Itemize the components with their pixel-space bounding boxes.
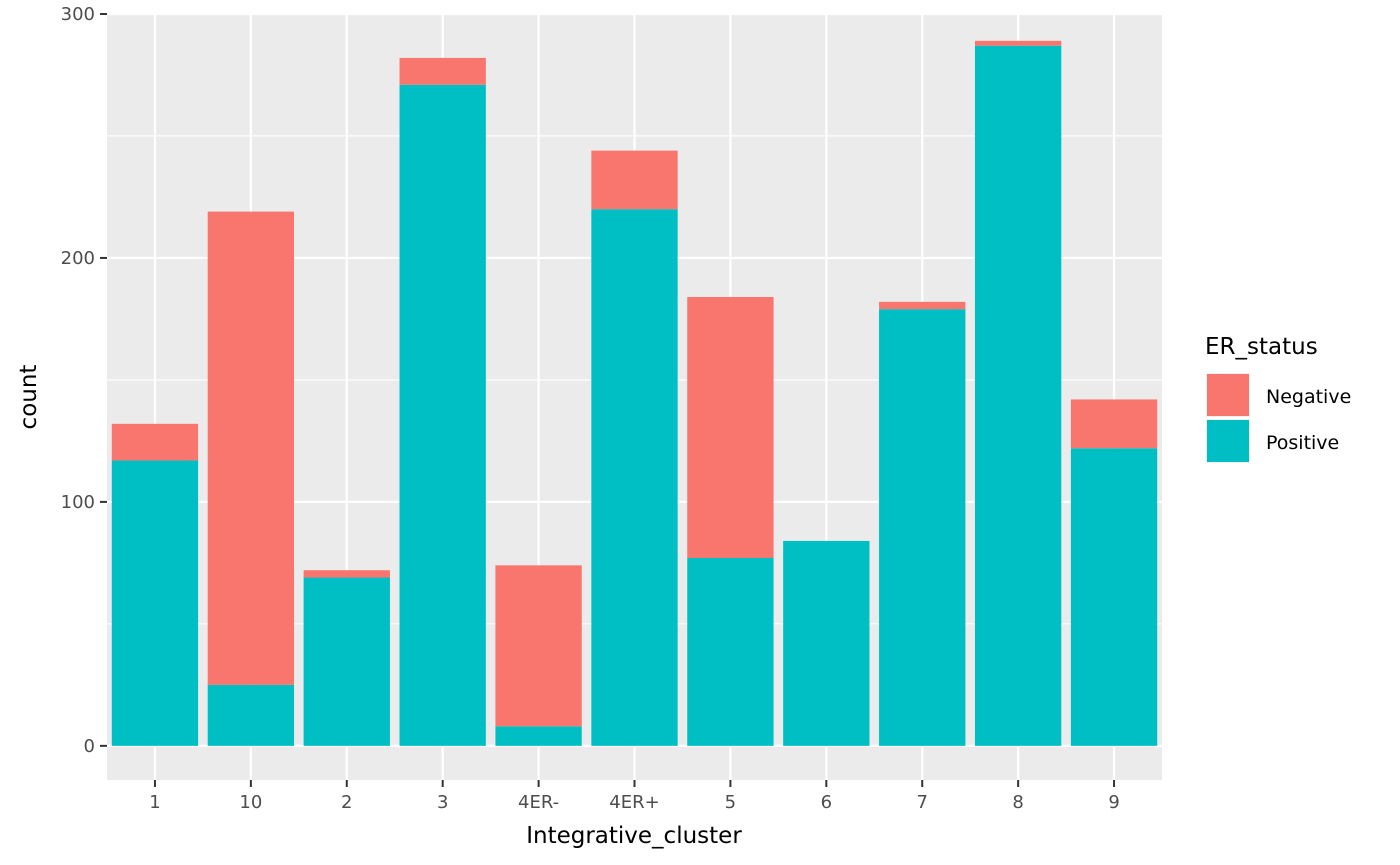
legend-label-negative: Negative <box>1266 386 1351 408</box>
legend-swatch-positive <box>1207 420 1249 462</box>
x-tick-label: 6 <box>821 792 832 813</box>
x-tick-label: 2 <box>341 792 352 813</box>
bar-positive <box>207 684 295 746</box>
bar-negative <box>111 423 199 461</box>
bar-positive <box>399 84 486 746</box>
bar-positive <box>974 45 1062 746</box>
bar-positive <box>1070 448 1158 746</box>
y-tick-label: 300 <box>61 4 95 25</box>
legend-swatch-negative <box>1207 374 1249 416</box>
y-tick-label: 0 <box>84 736 95 757</box>
x-tick-label: 1 <box>149 792 160 813</box>
x-tick-label: 5 <box>725 792 736 813</box>
x-tick-label: 9 <box>1108 792 1119 813</box>
bar-positive <box>591 209 678 746</box>
bar-negative <box>591 150 678 210</box>
bar-positive <box>303 577 390 746</box>
bar-negative <box>399 57 486 85</box>
x-tick-label: 7 <box>917 792 928 813</box>
bar-negative <box>207 211 295 685</box>
y-tick-label: 100 <box>61 492 95 513</box>
x-tick-label: 10 <box>239 792 262 813</box>
x-tick-label: 4ER+ <box>609 792 659 813</box>
x-axis: 1 10 2 3 4ER- 4ER+ 5 6 7 8 9 <box>149 780 1120 813</box>
bar-negative <box>687 296 774 559</box>
bar-negative <box>303 570 390 578</box>
x-tick-label: 3 <box>437 792 448 813</box>
bar-negative <box>974 40 1062 46</box>
x-tick-label: 4ER- <box>518 792 559 813</box>
bar-negative <box>1070 399 1158 449</box>
bar-positive <box>495 726 582 746</box>
bars <box>111 40 1158 746</box>
bar-negative <box>495 565 582 727</box>
bar-positive <box>879 309 966 746</box>
bar-positive <box>111 460 199 746</box>
y-axis: 0 100 200 300 <box>61 4 107 757</box>
bar-positive <box>687 558 774 746</box>
x-axis-title: Integrative_cluster <box>526 823 742 849</box>
y-tick-label: 200 <box>61 248 95 269</box>
bar-negative <box>879 301 966 310</box>
legend-title: ER_status <box>1205 334 1318 360</box>
y-axis-title: count <box>16 365 42 430</box>
bar-positive <box>783 540 870 746</box>
legend-label-positive: Positive <box>1266 432 1339 454</box>
legend: ER_status Negative Positive <box>1205 334 1351 463</box>
x-tick-label: 8 <box>1012 792 1023 813</box>
